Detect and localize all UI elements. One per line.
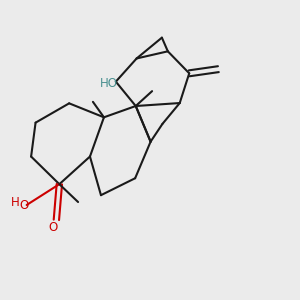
Text: HO: HO bbox=[99, 77, 117, 90]
Text: H: H bbox=[11, 196, 20, 209]
Text: O: O bbox=[19, 200, 28, 212]
Text: O: O bbox=[49, 221, 58, 234]
